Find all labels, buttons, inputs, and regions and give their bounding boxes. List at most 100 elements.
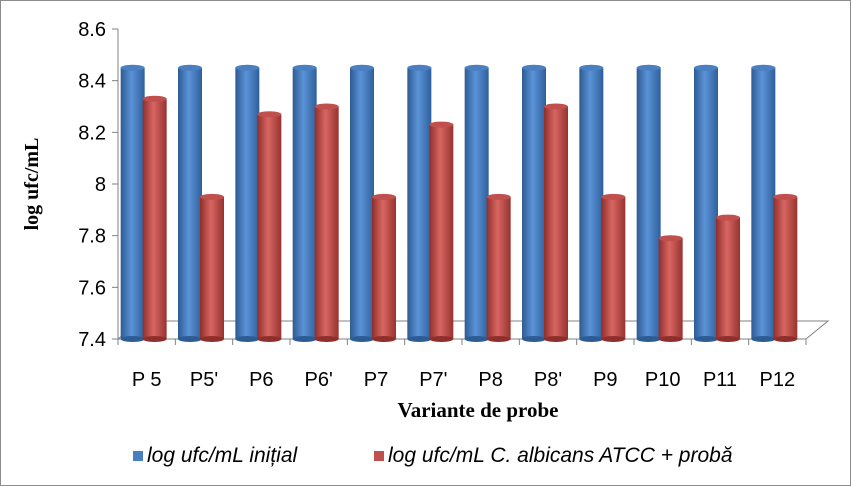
- bar-body: [658, 238, 683, 339]
- bar-initial: [407, 64, 432, 342]
- legend-label: log ufc/mL C. albicans ATCC + probă: [388, 444, 733, 467]
- bar-base: [372, 336, 396, 342]
- bar-initial: [636, 64, 661, 342]
- bar-cap: [694, 64, 718, 71]
- bar-cap: [142, 95, 167, 102]
- bar-sample: [429, 121, 454, 342]
- bar-cap: [292, 64, 317, 71]
- bar-base: [429, 336, 454, 342]
- bar-base: [235, 336, 260, 342]
- x-tick-label: P11: [703, 369, 737, 391]
- bar-cap: [716, 214, 740, 221]
- x-tick-label: P8': [534, 369, 562, 391]
- bar-sample: [257, 111, 282, 342]
- bar-base: [716, 336, 740, 342]
- bar-sample: [658, 235, 683, 342]
- bar-body: [350, 67, 374, 339]
- y-tick-label: 8.6: [78, 19, 106, 41]
- bar-base: [120, 336, 145, 342]
- bar-body: [694, 67, 718, 339]
- bar-initial: [464, 64, 489, 342]
- bar-initial: [579, 64, 604, 342]
- bar-base: [257, 336, 282, 342]
- bar-body: [464, 67, 489, 339]
- bar-initial: [178, 64, 202, 342]
- labels: 8.6 8.4 8.2 8 7.8 7.6 7.4 P 5 P5' P6 P6' P7 P7' P8 P8'…: [21, 19, 795, 422]
- bar-base: [142, 336, 167, 342]
- bar-base: [350, 336, 374, 342]
- bar-base: [751, 336, 776, 342]
- bar-sample: [142, 95, 167, 342]
- bar-base: [579, 336, 604, 342]
- bar-base: [486, 336, 511, 342]
- bar-cap: [636, 64, 661, 71]
- y-tick-label: 7.6: [78, 277, 106, 299]
- x-tick-label: P12: [760, 369, 796, 391]
- bar-initial: [292, 64, 317, 342]
- bar-initial: [350, 64, 374, 342]
- bar-cap: [314, 103, 339, 110]
- bar-initial: [235, 64, 260, 342]
- x-tick-label: P6': [305, 369, 333, 391]
- bar-sample: [601, 193, 626, 342]
- bar-sample: [773, 193, 798, 342]
- bar-cap: [658, 235, 683, 242]
- bars: [120, 64, 798, 342]
- bar-base: [314, 336, 339, 342]
- bar-base: [292, 336, 317, 342]
- x-tick-label: P10: [645, 369, 681, 391]
- bar-body: [544, 106, 568, 339]
- bar-body: [120, 67, 145, 339]
- bar-cap: [773, 193, 798, 200]
- bar-base: [464, 336, 489, 342]
- bar-cap: [407, 64, 432, 71]
- bar-cap: [200, 193, 224, 200]
- y-tick-label: 8.2: [78, 122, 106, 144]
- bar-initial: [522, 64, 546, 342]
- bar-base: [773, 336, 798, 342]
- y-axis-title: log ufc/mL: [21, 138, 43, 231]
- bar-base: [694, 336, 718, 342]
- bar-initial: [751, 64, 776, 342]
- bar-sample: [544, 103, 568, 342]
- bar-sample: [716, 214, 740, 342]
- bar-body: [522, 67, 546, 339]
- bar-body: [601, 196, 626, 339]
- bar-cap: [235, 64, 260, 71]
- x-axis-title: Variante de probe: [397, 398, 558, 422]
- x-tick-label: P5': [190, 369, 218, 391]
- bar-body: [579, 67, 604, 339]
- bar-sample: [372, 193, 396, 342]
- bar-cap: [372, 193, 396, 200]
- bar-initial: [694, 64, 718, 342]
- bar-body: [292, 67, 317, 339]
- legend-label: log ufc/mL inițial: [147, 444, 299, 467]
- x-tick-label: P 5: [132, 369, 162, 391]
- bar-body: [314, 106, 339, 339]
- bar-sample: [486, 193, 511, 342]
- bar-cap: [751, 64, 776, 71]
- bar-body: [257, 114, 282, 339]
- y-tick-label: 7.8: [78, 226, 106, 248]
- bar-sample: [314, 103, 339, 342]
- x-tick-label: P7: [364, 369, 388, 391]
- bar-body: [178, 67, 202, 339]
- legend-item: log ufc/mL C. albicans ATCC + probă: [374, 444, 733, 467]
- bar-cap: [544, 103, 568, 110]
- bar-cap: [601, 193, 626, 200]
- bar-base: [178, 336, 202, 342]
- legend-item: log ufc/mL inițial: [133, 444, 299, 467]
- y-tick-label: 7.4: [78, 329, 106, 351]
- legend-swatch: [133, 451, 143, 461]
- bar-base: [658, 336, 683, 342]
- bar-cap: [120, 64, 145, 71]
- x-tick-label: P6: [249, 369, 273, 391]
- bar-cap: [486, 193, 511, 200]
- bar-cap: [464, 64, 489, 71]
- y-tick-label: 8: [95, 174, 106, 196]
- bar-body: [142, 98, 167, 339]
- bar-body: [636, 67, 661, 339]
- bar-body: [372, 196, 396, 339]
- bar-cap: [178, 64, 202, 71]
